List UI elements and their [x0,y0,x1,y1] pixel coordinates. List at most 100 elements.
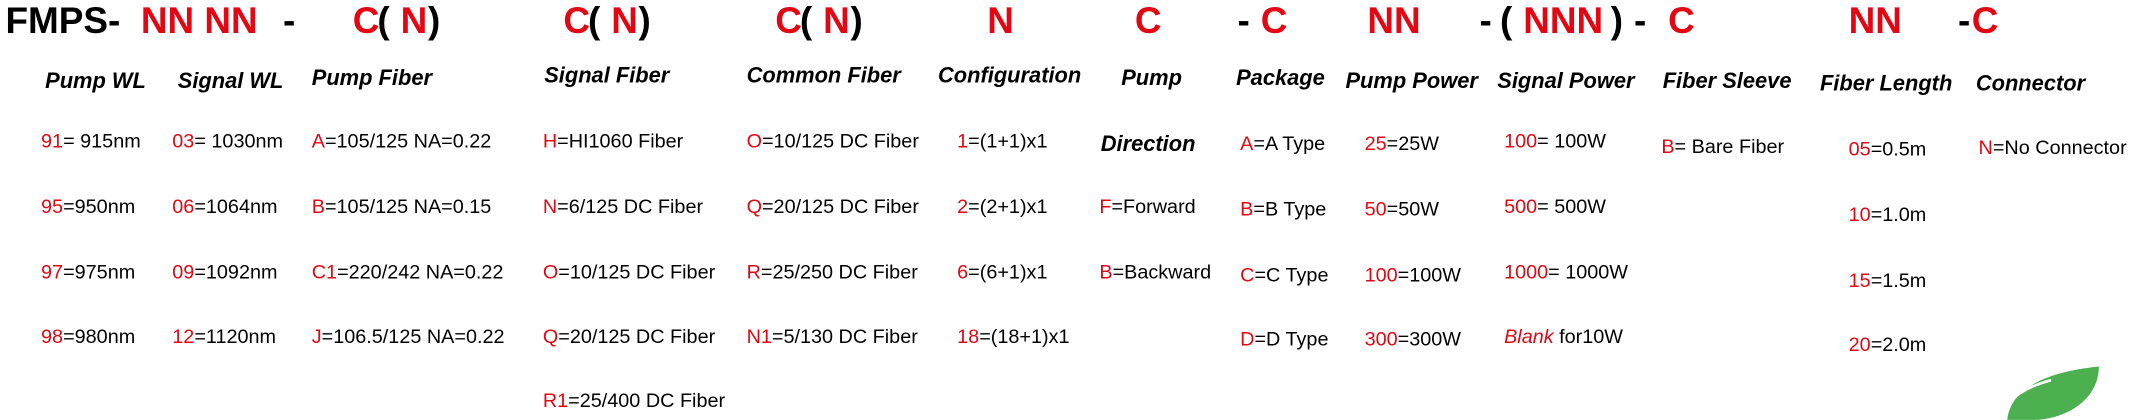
option-row: C1=220/242 NA=0.22 [312,262,504,284]
option-row: 15=1.5m [1849,270,1927,292]
option-row: B=105/125 NA=0.15 [312,196,492,218]
option-row: 300=300W [1365,329,1462,351]
header-code-part: ( [1500,0,1513,41]
option-row: H=HI1060 Fiber [543,131,684,153]
option-row: A=A Type [1240,133,1325,155]
option-code: A [312,131,326,153]
option-description: =10/125 DC Fiber [762,131,919,153]
option-row: 50=50W [1365,199,1440,221]
leaf-logo [1997,366,2099,420]
option-description: =20/125 DC Fiber [558,326,715,348]
option-code: 03 [172,131,194,153]
header-code-part: - [1237,0,1249,41]
option-code: 97 [41,262,63,284]
header-code-part: ( [588,0,601,41]
option-row: 1000= 1000W [1504,262,1628,284]
option-description: =20/125 DC Fiber [762,196,919,218]
option-row: N1=5/130 DC Fiber [747,326,919,348]
option-row: 20=2.0m [1849,334,1927,356]
option-description: =2.0m [1871,334,1927,356]
option-row: 06=1064nm [172,196,277,218]
option-code: B [312,196,325,218]
option-code: A [1240,133,1254,155]
option-code: Q [543,326,558,348]
header-code-part: ( [377,0,390,41]
option-description: =220/242 NA=0.22 [337,262,503,284]
option-description: =1120nm [194,326,276,348]
option-row: 10=1.0m [1849,204,1927,226]
option-row: D=D Type [1240,329,1328,351]
header-code-part: C [353,0,380,41]
option-row: B= Bare Fiber [1661,136,1784,158]
option-code: B [1099,262,1112,284]
option-code: R1 [543,390,568,412]
option-description: =25W [1387,133,1440,155]
column-subtitle: Direction [1101,131,1196,156]
option-code: F [1099,196,1111,218]
column-title: Signal Power [1497,68,1636,93]
option-code: 500 [1504,196,1537,218]
option-code: Q [747,196,762,218]
option-code: 2 [957,196,968,218]
option-description: =1.0m [1871,204,1927,226]
header-code-part: C [775,0,802,41]
option-code: 100 [1365,265,1398,287]
option-description: =HI1060 Fiber [557,131,684,153]
option-description: =B Type [1253,199,1326,221]
option-code: 300 [1365,329,1398,351]
option-description: = 500W [1537,196,1606,218]
header-code-part: ( [800,0,813,41]
option-description: =1.5m [1871,270,1927,292]
option-row: 03= 1030nm [172,131,283,153]
option-row: Q=20/125 DC Fiber [747,196,920,218]
header-code-part: C [1135,0,1162,41]
option-row: N=No Connector [1979,137,2128,159]
header-code-part: N [987,0,1014,41]
column-title: Connector [1976,71,2087,96]
option-row: R1=25/400 DC Fiber [543,390,726,412]
option-code: 10 [1849,204,1871,226]
header-code-part: NN NN [141,0,258,41]
option-description: =100W [1398,265,1462,287]
column-title: Signal Fiber [544,62,671,87]
option-code: C1 [312,262,337,284]
option-row: 12=1120nm [172,326,276,348]
column-title: Pump [1121,65,1182,90]
option-code: B [1240,199,1253,221]
option-row: 100=100W [1365,265,1462,287]
option-description: =50W [1387,199,1440,221]
option-code: H [543,131,557,153]
option-code: 1000 [1504,262,1548,284]
option-description: =A Type [1253,133,1325,155]
option-code: C [1240,265,1254,287]
column-title: Package [1236,65,1325,90]
option-row: R=25/250 DC Fiber [747,262,919,284]
option-description: =Backward [1113,262,1212,284]
header-code-part: C [1668,0,1695,41]
option-description: =105/125 NA=0.15 [325,196,491,218]
option-description: =C Type [1254,265,1328,287]
option-description: = 1030nm [194,131,283,153]
header-code-part: N [401,0,428,41]
header-code-part: N [611,0,638,41]
header-code-part: - [283,0,295,41]
option-code: 95 [41,196,63,218]
option-description: =105/125 NA=0.22 [325,131,491,153]
option-code: 25 [1365,133,1387,155]
option-code: 06 [172,196,194,218]
option-description: =6/125 DC Fiber [557,196,703,218]
option-row: 98=980nm [41,326,135,348]
option-description: = Bare Fiber [1675,136,1785,158]
option-description: =No Connector [1993,137,2127,159]
option-code: 1 [957,131,968,153]
column-title: Pump Fiber [312,65,434,90]
option-code: 98 [41,326,63,348]
option-description: = 915nm [63,131,141,153]
header-code-part: NN [1367,0,1420,41]
option-code: 12 [172,326,194,348]
option-description: =(6+1)x1 [968,262,1047,284]
option-code: D [1240,329,1254,351]
option-description: =300W [1398,329,1462,351]
option-description: =(1+1)x1 [968,131,1047,153]
option-code: 15 [1849,270,1871,292]
